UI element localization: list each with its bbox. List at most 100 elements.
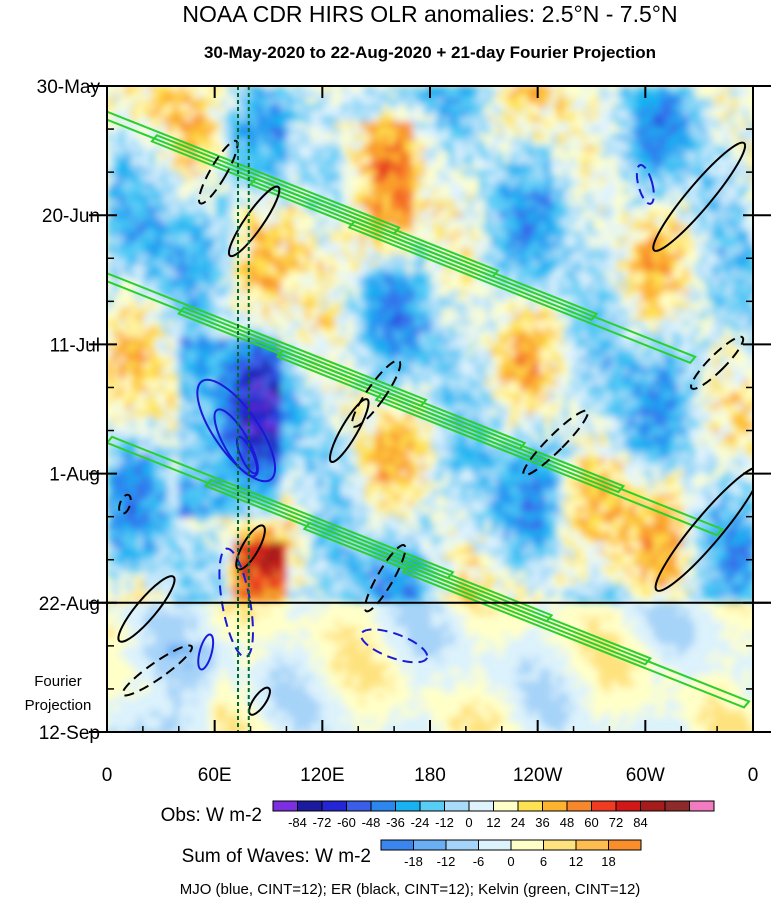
obs-cell: [557, 86, 564, 93]
obs-cell: [683, 344, 690, 351]
obs-cell: [233, 350, 240, 357]
obs-cell: [149, 194, 156, 201]
obs-cell: [173, 104, 180, 111]
obs-cell: [119, 362, 126, 369]
obs-cell: [443, 266, 450, 273]
obs-cell: [425, 110, 432, 117]
obs-cell: [395, 314, 402, 321]
obs-cell: [707, 260, 714, 267]
obs-cell: [485, 194, 492, 201]
obs-cell: [575, 182, 582, 189]
obs-cell: [359, 248, 366, 255]
obs-cell: [701, 296, 708, 303]
obs-cell: [365, 122, 372, 129]
obs-cell: [317, 152, 324, 159]
obs-cell: [557, 242, 564, 249]
obs-cell: [713, 260, 720, 267]
obs-cell: [455, 314, 462, 321]
obs-cell: [707, 176, 714, 183]
obs-cell: [185, 224, 192, 231]
obs-cell: [599, 182, 606, 189]
obs-cell: [191, 302, 198, 309]
obs-cell: [509, 140, 516, 147]
obs-cell: [473, 170, 480, 177]
obs-cell: [281, 230, 288, 237]
obs-cell: [347, 338, 354, 345]
obs-cell: [323, 260, 330, 267]
obs-cell: [467, 320, 474, 327]
obs-cell: [449, 206, 456, 213]
obs-cell: [611, 254, 618, 261]
obs-cell: [563, 308, 570, 315]
obs-cell: [197, 320, 204, 327]
obs-cell: [461, 356, 468, 363]
obs-cell: [401, 278, 408, 285]
obs-cell: [497, 230, 504, 237]
obs-cell: [413, 314, 420, 321]
obs-cell: [227, 320, 234, 327]
obs-cell: [593, 356, 600, 363]
obs-cell: [695, 98, 702, 105]
obs-cell: [359, 224, 366, 231]
obs-cell: [485, 140, 492, 147]
obs-cell: [155, 266, 162, 273]
obs-cell: [509, 194, 516, 201]
obs-cell: [725, 164, 732, 171]
obs-cell: [425, 338, 432, 345]
obs-cell: [623, 182, 630, 189]
obs-cell: [341, 332, 348, 339]
obs-cell: [719, 266, 726, 273]
obs-cell: [731, 206, 738, 213]
obs-cell: [191, 236, 198, 243]
obs-cell: [137, 182, 144, 189]
obs-cell: [629, 296, 636, 303]
obs-cell: [407, 338, 414, 345]
obs-cell: [131, 224, 138, 231]
obs-cell: [365, 314, 372, 321]
obs-cell: [131, 290, 138, 297]
obs-cell: [455, 110, 462, 117]
obs-cell: [605, 266, 612, 273]
obs-cell: [365, 218, 372, 225]
obs-cell: [485, 290, 492, 297]
obs-cell: [329, 104, 336, 111]
obs-cell: [413, 110, 420, 117]
obs-cell: [515, 98, 522, 105]
obs-cell: [149, 308, 156, 315]
obs-cell: [149, 362, 156, 369]
obs-cell: [647, 128, 654, 135]
obs-cell: [593, 140, 600, 147]
obs-cell: [725, 158, 732, 165]
obs-cell: [593, 308, 600, 315]
obs-cell: [179, 230, 186, 237]
obs-cell: [341, 116, 348, 123]
obs-cell: [389, 326, 396, 333]
obs-cell: [701, 140, 708, 147]
obs-cell: [215, 86, 222, 93]
obs-cell: [683, 188, 690, 195]
obs-cell: [353, 278, 360, 285]
obs-cell: [401, 104, 408, 111]
obs-cell: [743, 158, 750, 165]
obs-cell: [251, 272, 258, 279]
obs-cell: [611, 290, 618, 297]
obs-cell: [737, 242, 744, 249]
obs-cell: [701, 266, 708, 273]
obs-cell: [311, 248, 318, 255]
obs-cell: [557, 332, 564, 339]
obs-cell: [155, 236, 162, 243]
obs-cell: [737, 92, 744, 99]
obs-cell: [113, 320, 120, 327]
obs-cell: [197, 104, 204, 111]
obs-cell: [731, 158, 738, 165]
obs-cell: [227, 98, 234, 105]
obs-cell: [551, 278, 558, 285]
obs-cell: [389, 344, 396, 351]
obs-cell: [623, 278, 630, 285]
obs-cell: [287, 242, 294, 249]
obs-cell: [587, 260, 594, 267]
obs-cell: [731, 128, 738, 135]
obs-cell: [329, 320, 336, 327]
obs-cell: [479, 302, 486, 309]
obs-cell: [461, 146, 468, 153]
